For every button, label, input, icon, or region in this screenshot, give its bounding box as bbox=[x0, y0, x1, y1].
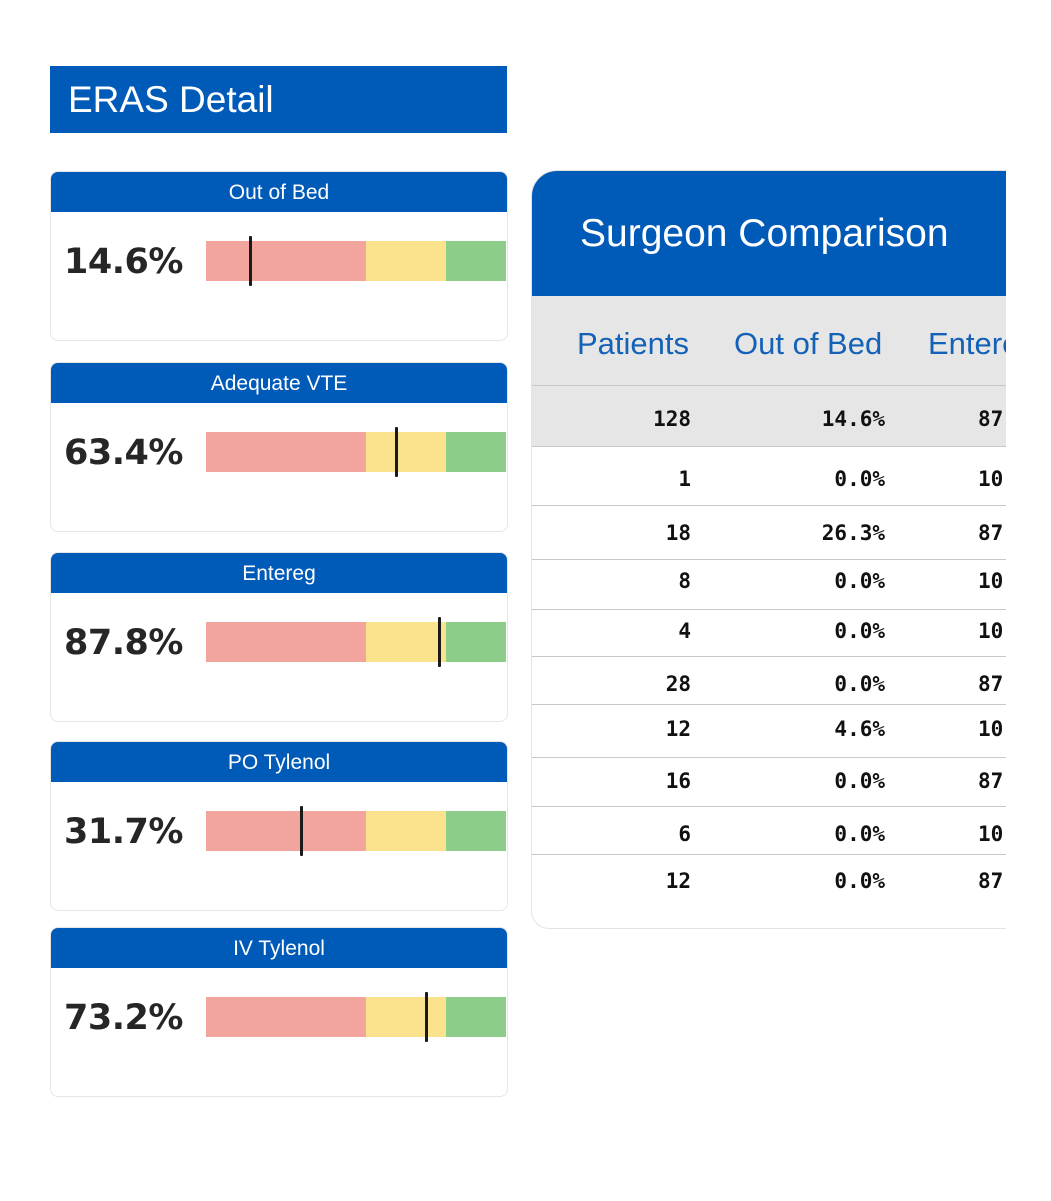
bullet-band-red bbox=[206, 241, 366, 281]
cell-entereg: 87 bbox=[978, 521, 1004, 545]
cell-entereg: 10 bbox=[978, 619, 1004, 643]
bullet-marker bbox=[248, 236, 252, 286]
cell-out-of-bed: 14.6% bbox=[821, 407, 885, 431]
metric-title: Out of Bed bbox=[51, 172, 507, 212]
column-header-entereg[interactable]: Entereg bbox=[928, 326, 1006, 361]
table-row[interactable]: 18 26.3% 87 bbox=[532, 506, 1006, 560]
cell-patients: 6 bbox=[678, 822, 691, 846]
cell-entereg: 10 bbox=[978, 467, 1004, 491]
bullet-band-yellow bbox=[365, 241, 446, 281]
cell-patients: 28 bbox=[665, 672, 691, 696]
table-row[interactable]: 12 4.6% 10 bbox=[532, 705, 1006, 758]
bullet-band-red bbox=[206, 432, 366, 472]
bullet-band-green bbox=[446, 432, 506, 472]
cell-patients: 4 bbox=[678, 619, 691, 643]
bullet-band-green bbox=[446, 622, 506, 662]
cell-entereg: 87 bbox=[978, 769, 1004, 793]
metric-value: 14.6% bbox=[64, 242, 183, 282]
table-row[interactable]: 28 0.0% 87 bbox=[532, 657, 1006, 705]
cell-entereg: 87 bbox=[978, 672, 1004, 696]
metric-title: Entereg bbox=[51, 553, 507, 593]
metric-value: 73.2% bbox=[64, 998, 183, 1038]
column-header-out-of-bed[interactable]: Out of Bed bbox=[734, 326, 883, 361]
table-row[interactable]: 1 0.0% 10 bbox=[532, 447, 1006, 506]
cell-out-of-bed: 0.0% bbox=[834, 769, 885, 793]
bullet-band-green bbox=[446, 997, 506, 1037]
metric-value: 87.8% bbox=[64, 623, 183, 663]
bullet-bar bbox=[206, 236, 506, 286]
cell-entereg: 10 bbox=[978, 822, 1004, 846]
bullet-marker bbox=[438, 617, 442, 667]
cell-out-of-bed: 0.0% bbox=[834, 869, 885, 893]
cell-patients: 1 bbox=[678, 467, 691, 491]
bullet-bar bbox=[206, 806, 506, 856]
surgeon-comparison-panel: Surgeon Comparison Patients Out of Bed E… bbox=[531, 170, 1006, 929]
bullet-marker bbox=[424, 992, 428, 1042]
metric-title: PO Tylenol bbox=[51, 742, 507, 782]
page-title: ERAS Detail bbox=[50, 66, 507, 133]
metric-title: Adequate VTE bbox=[51, 363, 507, 403]
table-row[interactable]: 6 0.0% 10 bbox=[532, 807, 1006, 855]
table-row[interactable]: 8 0.0% 10 bbox=[532, 560, 1006, 610]
bullet-band-yellow bbox=[365, 622, 446, 662]
surgeon-comparison-table: Patients Out of Bed Entereg 128 14.6% 87… bbox=[532, 296, 1006, 928]
bullet-bar bbox=[206, 617, 506, 667]
table-row-total: 128 14.6% 87 bbox=[532, 386, 1006, 447]
cell-patients: 16 bbox=[665, 769, 691, 793]
metric-card-out-of-bed: Out of Bed 14.6% bbox=[50, 171, 508, 341]
table-row[interactable]: 4 0.0% 10 bbox=[532, 610, 1006, 657]
bullet-band-green bbox=[446, 241, 506, 281]
bullet-marker bbox=[300, 806, 304, 856]
bullet-band-red bbox=[206, 997, 366, 1037]
metric-value: 31.7% bbox=[64, 812, 183, 852]
table-row[interactable]: 16 0.0% 87 bbox=[532, 758, 1006, 807]
bullet-marker bbox=[395, 427, 399, 477]
bullet-bar bbox=[206, 427, 506, 477]
cell-entereg: 10 bbox=[978, 569, 1004, 593]
surgeon-comparison-title: Surgeon Comparison bbox=[532, 171, 1006, 296]
cell-patients: 12 bbox=[665, 869, 691, 893]
bullet-band-yellow bbox=[365, 811, 446, 851]
bullet-band-red bbox=[206, 811, 366, 851]
cell-out-of-bed: 4.6% bbox=[834, 717, 885, 741]
cell-out-of-bed: 0.0% bbox=[834, 467, 885, 491]
cell-out-of-bed: 0.0% bbox=[834, 822, 885, 846]
cell-out-of-bed: 0.0% bbox=[834, 619, 885, 643]
bullet-band-yellow bbox=[365, 997, 446, 1037]
cell-entereg: 87 bbox=[978, 407, 1004, 431]
bullet-band-yellow bbox=[365, 432, 446, 472]
metric-card-entereg: Entereg 87.8% bbox=[50, 552, 508, 722]
cell-patients: 18 bbox=[665, 521, 691, 545]
bullet-band-red bbox=[206, 622, 366, 662]
metric-card-iv-tylenol: IV Tylenol 73.2% bbox=[50, 927, 508, 1097]
metric-value: 63.4% bbox=[64, 433, 183, 473]
cell-entereg: 87 bbox=[978, 869, 1004, 893]
metric-card-po-tylenol: PO Tylenol 31.7% bbox=[50, 741, 508, 911]
cell-out-of-bed: 26.3% bbox=[821, 521, 885, 545]
cell-entereg: 10 bbox=[978, 717, 1004, 741]
cell-patients: 8 bbox=[678, 569, 691, 593]
cell-patients: 12 bbox=[665, 717, 691, 741]
metric-card-adequate-vte: Adequate VTE 63.4% bbox=[50, 362, 508, 532]
bullet-band-green bbox=[446, 811, 506, 851]
bullet-bar bbox=[206, 992, 506, 1042]
table-row[interactable]: 12 0.0% 87 bbox=[532, 855, 1006, 909]
cell-out-of-bed: 0.0% bbox=[834, 672, 885, 696]
cell-out-of-bed: 0.0% bbox=[834, 569, 885, 593]
metric-title: IV Tylenol bbox=[51, 928, 507, 968]
cell-patients: 128 bbox=[653, 407, 691, 431]
column-header-patients[interactable]: Patients bbox=[577, 326, 690, 361]
table-header-row: Patients Out of Bed Entereg bbox=[532, 296, 1006, 386]
